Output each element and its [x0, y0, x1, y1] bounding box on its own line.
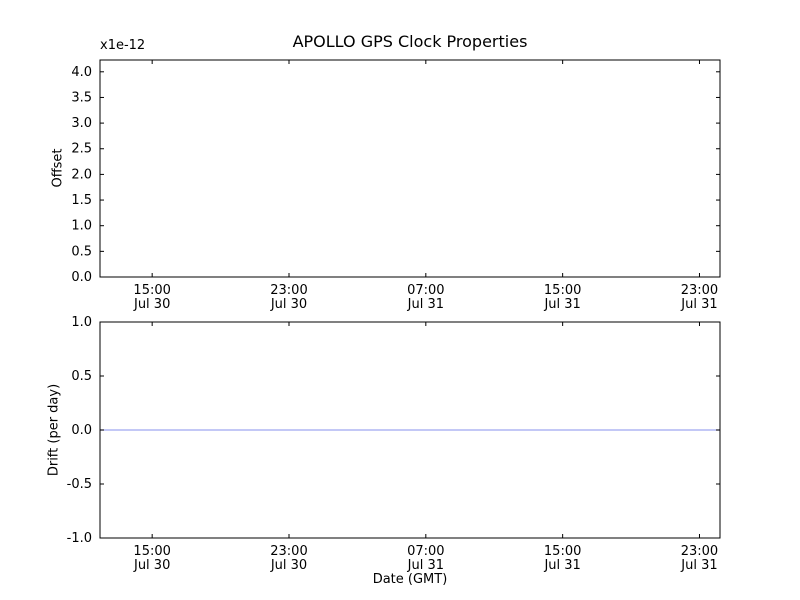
y-tick-label: 1.0 [71, 219, 92, 234]
x-tick-label-date: Jul 31 [543, 558, 580, 573]
y-tick-label: 1.5 [71, 193, 92, 208]
y-tick-label: 3.0 [71, 116, 92, 131]
x-tick-label-date: Jul 30 [270, 297, 307, 312]
x-tick-label-time: 15:00 [544, 283, 581, 298]
y-tick-label: 0.5 [71, 244, 92, 259]
x-tick-label-time: 23:00 [270, 544, 307, 559]
x-tick-label-date: Jul 31 [680, 558, 717, 573]
y-tick-label: 1.0 [71, 315, 92, 330]
y-tick-label: -0.5 [67, 477, 92, 492]
x-tick-label-time: 15:00 [133, 544, 170, 559]
x-tick-label-time: 23:00 [681, 544, 718, 559]
y-tick-label: 2.5 [71, 142, 92, 157]
axes-border [99, 59, 721, 278]
y-tick-label: 4.0 [71, 65, 92, 80]
y-axis-offset-text: x1e-12 [100, 38, 146, 53]
y-tick-label: 2.0 [71, 167, 92, 182]
x-tick-label-time: 07:00 [407, 283, 444, 298]
x-tick-label-time: 07:00 [407, 544, 444, 559]
x-axis-label-date: Date (GMT) [372, 572, 448, 587]
x-tick-label-date: Jul 30 [133, 297, 170, 312]
x-tick-label-date: Jul 30 [133, 558, 170, 573]
y-tick-label: 0.0 [71, 423, 92, 438]
y-tick-label: 0.0 [71, 270, 92, 285]
x-tick-label-date: Jul 31 [680, 297, 717, 312]
x-tick-label-time: 15:00 [133, 283, 170, 298]
x-tick-label-date: Jul 31 [407, 297, 444, 312]
y-tick-label: 0.5 [71, 369, 92, 384]
x-tick-label-date: Jul 31 [407, 558, 444, 573]
chart-title: APOLLO GPS Clock Properties [292, 32, 528, 51]
x-tick-label-time: 23:00 [270, 283, 307, 298]
x-tick-label-time: 15:00 [544, 544, 581, 559]
x-tick-label-time: 23:00 [681, 283, 718, 298]
y-tick-label: 3.5 [71, 90, 92, 105]
x-tick-label-date: Jul 30 [270, 558, 307, 573]
x-tick-label-date: Jul 31 [543, 297, 580, 312]
y-tick-label: -1.0 [67, 531, 92, 546]
